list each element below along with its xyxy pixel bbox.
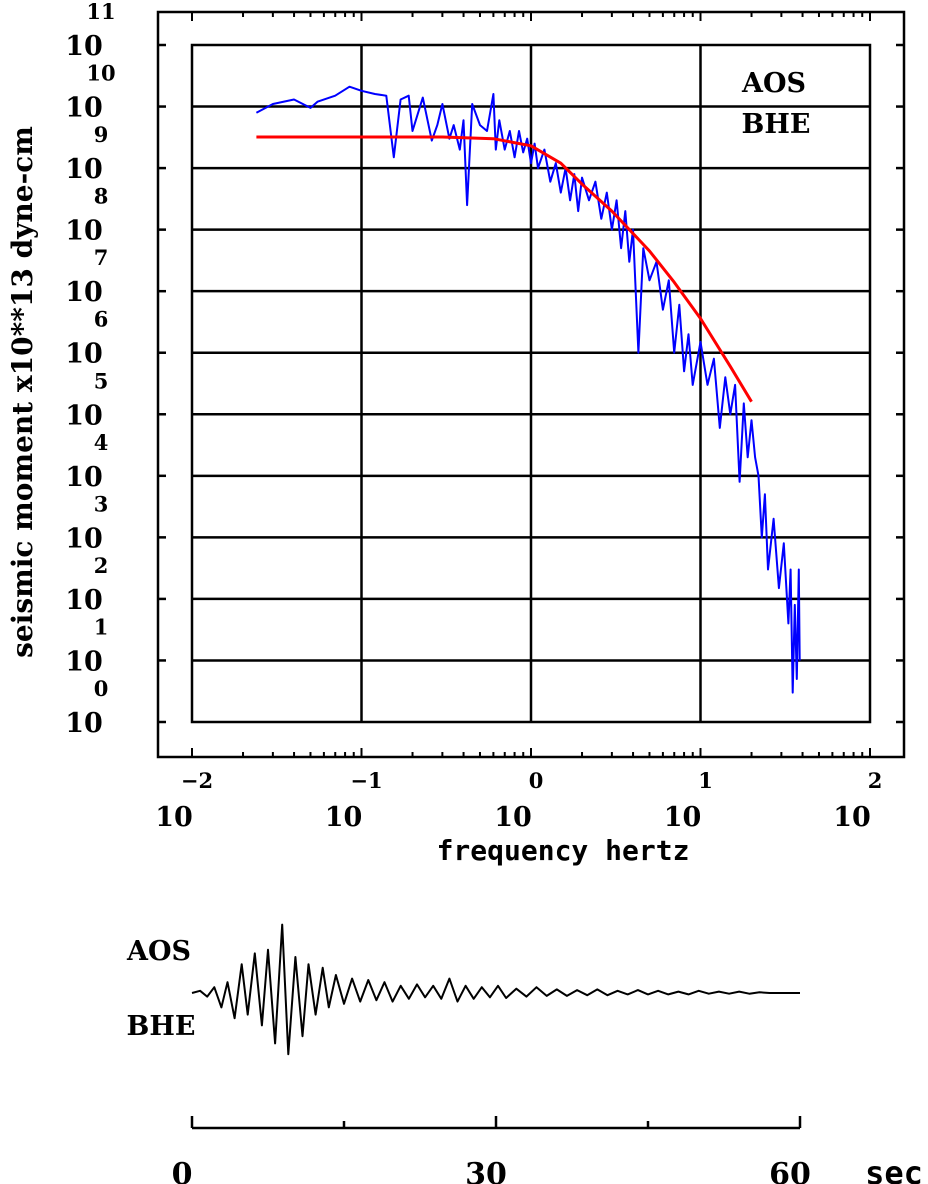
y-tick-label-base: 10 [65,93,103,124]
y-tick-label-exponent: 10 [86,61,115,86]
y-tick-label-exponent: 3 [94,491,109,516]
y-tick-label-exponent: 0 [94,676,109,701]
time-tick-label: 30 [465,1157,507,1184]
y-tick-label-base: 10 [65,523,103,554]
y-tick-label-exponent: 6 [94,307,109,332]
y-tick-label-base: 10 [65,277,103,308]
time-tick-label: 0 [172,1157,193,1184]
seismogram-trace [191,923,800,1056]
x-tick-label-exponent: −1 [350,768,382,793]
series-layer [191,85,801,1056]
y-tick-label-base: 10 [65,462,103,493]
y-tick-label-exponent: 7 [94,245,109,270]
y-tick-label-base: 10 [65,216,103,247]
time-axis-unit-label: sec [865,1154,923,1184]
y-tick-label-exponent: 2 [94,553,109,578]
component-annotation: BHE [742,109,811,140]
x-tick-label-exponent: 0 [529,768,544,793]
y-tick-label-exponent: 8 [94,184,109,209]
x-tick-label-base: 10 [664,802,702,833]
x-tick-label-exponent: 2 [868,768,883,793]
y-tick-label-base: 10 [65,646,103,677]
x-tick-label-exponent: 1 [698,768,713,793]
tick-layer [158,12,904,1130]
trace-station-label: AOS [126,936,191,967]
y-axis-label: seismic moment x10**13 dyne-cm [6,126,39,658]
y-tick-label-exponent: 11 [86,0,115,24]
x-axis-label: frequency hertz [437,834,690,867]
y-tick-label-exponent: 1 [94,614,109,639]
y-tick-label-base: 10 [65,585,103,616]
spectrum-model-line [256,135,753,403]
trace-component-label: BHE [127,1011,196,1042]
x-tick-label-base: 10 [325,802,363,833]
y-tick-label-base: 10 [65,708,103,739]
station-annotation: AOS [741,68,806,99]
x-tick-label-base: 10 [155,802,193,833]
y-tick-label-exponent: 5 [94,368,109,393]
y-tick-label-base: 10 [65,339,103,370]
y-tick-label-base: 10 [65,154,103,185]
x-tick-label-base: 10 [494,802,532,833]
y-tick-label-exponent: 9 [94,122,109,147]
y-tick-label-base: 10 [65,400,103,431]
y-tick-label-exponent: 4 [94,430,109,455]
spectrum-observed-line [255,85,801,694]
x-tick-label-exponent: −2 [181,768,213,793]
label-layer: 1001011021031041051061071081091010101110… [65,0,882,1184]
x-tick-label-base: 10 [833,802,871,833]
time-tick-label: 60 [769,1157,811,1184]
y-tick-label-base: 10 [65,31,103,62]
